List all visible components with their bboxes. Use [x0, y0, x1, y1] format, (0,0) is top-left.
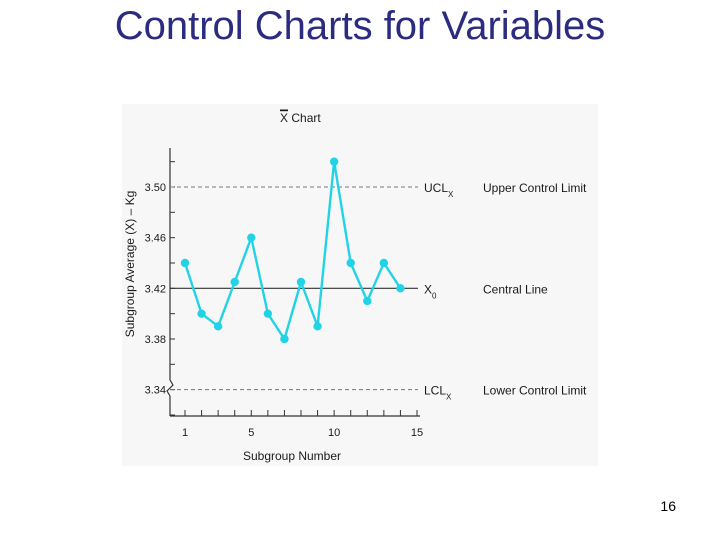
x-tick-label: 1	[182, 427, 188, 439]
slide-number: 16	[660, 498, 676, 514]
data-point	[280, 334, 289, 344]
reference-line-description: Central Line	[483, 282, 548, 296]
x-tick-label: 10	[328, 427, 340, 439]
data-point	[296, 277, 306, 287]
y-axis-label: Subgroup Average (X) – Kg	[123, 191, 137, 338]
data-point	[230, 277, 239, 287]
y-axis-break	[166, 379, 174, 397]
data-point	[180, 258, 190, 268]
reference-line-description: Upper Control Limit	[483, 181, 587, 195]
chart-panel: X Chart 3.34 3.38 3.42 3.46 3.50 1 5 10 15 Subgrou…	[122, 104, 598, 466]
data-point	[329, 157, 339, 166]
data-point	[247, 233, 256, 242]
reference-line-label: LCLX	[424, 384, 452, 402]
reference-line-label: UCLX	[424, 181, 454, 199]
reference-line-label: X0	[424, 282, 437, 300]
y-tick-label: 3.50	[145, 182, 166, 194]
series-line	[183, 160, 402, 341]
chart-title: X Chart	[280, 111, 321, 125]
reference-line-description: Lower Control Limit	[483, 384, 587, 398]
x-tick-label: 5	[248, 427, 254, 439]
data-point	[313, 322, 322, 331]
x-tick-label: 15	[411, 427, 423, 439]
data-point	[363, 296, 372, 306]
slide-title: Control Charts for Variables	[114, 4, 606, 48]
data-point	[263, 309, 273, 318]
data-point	[346, 258, 355, 268]
data-point	[379, 258, 389, 268]
y-tick-label: 3.34	[145, 385, 166, 397]
y-tick-label: 3.38	[145, 334, 166, 346]
data-point	[396, 284, 405, 293]
y-tick-label: 3.42	[145, 283, 166, 295]
data-point	[197, 309, 206, 318]
y-tick-label: 3.46	[145, 233, 166, 245]
data-point	[213, 322, 223, 331]
x-axis-label: Subgroup Number	[243, 449, 341, 463]
